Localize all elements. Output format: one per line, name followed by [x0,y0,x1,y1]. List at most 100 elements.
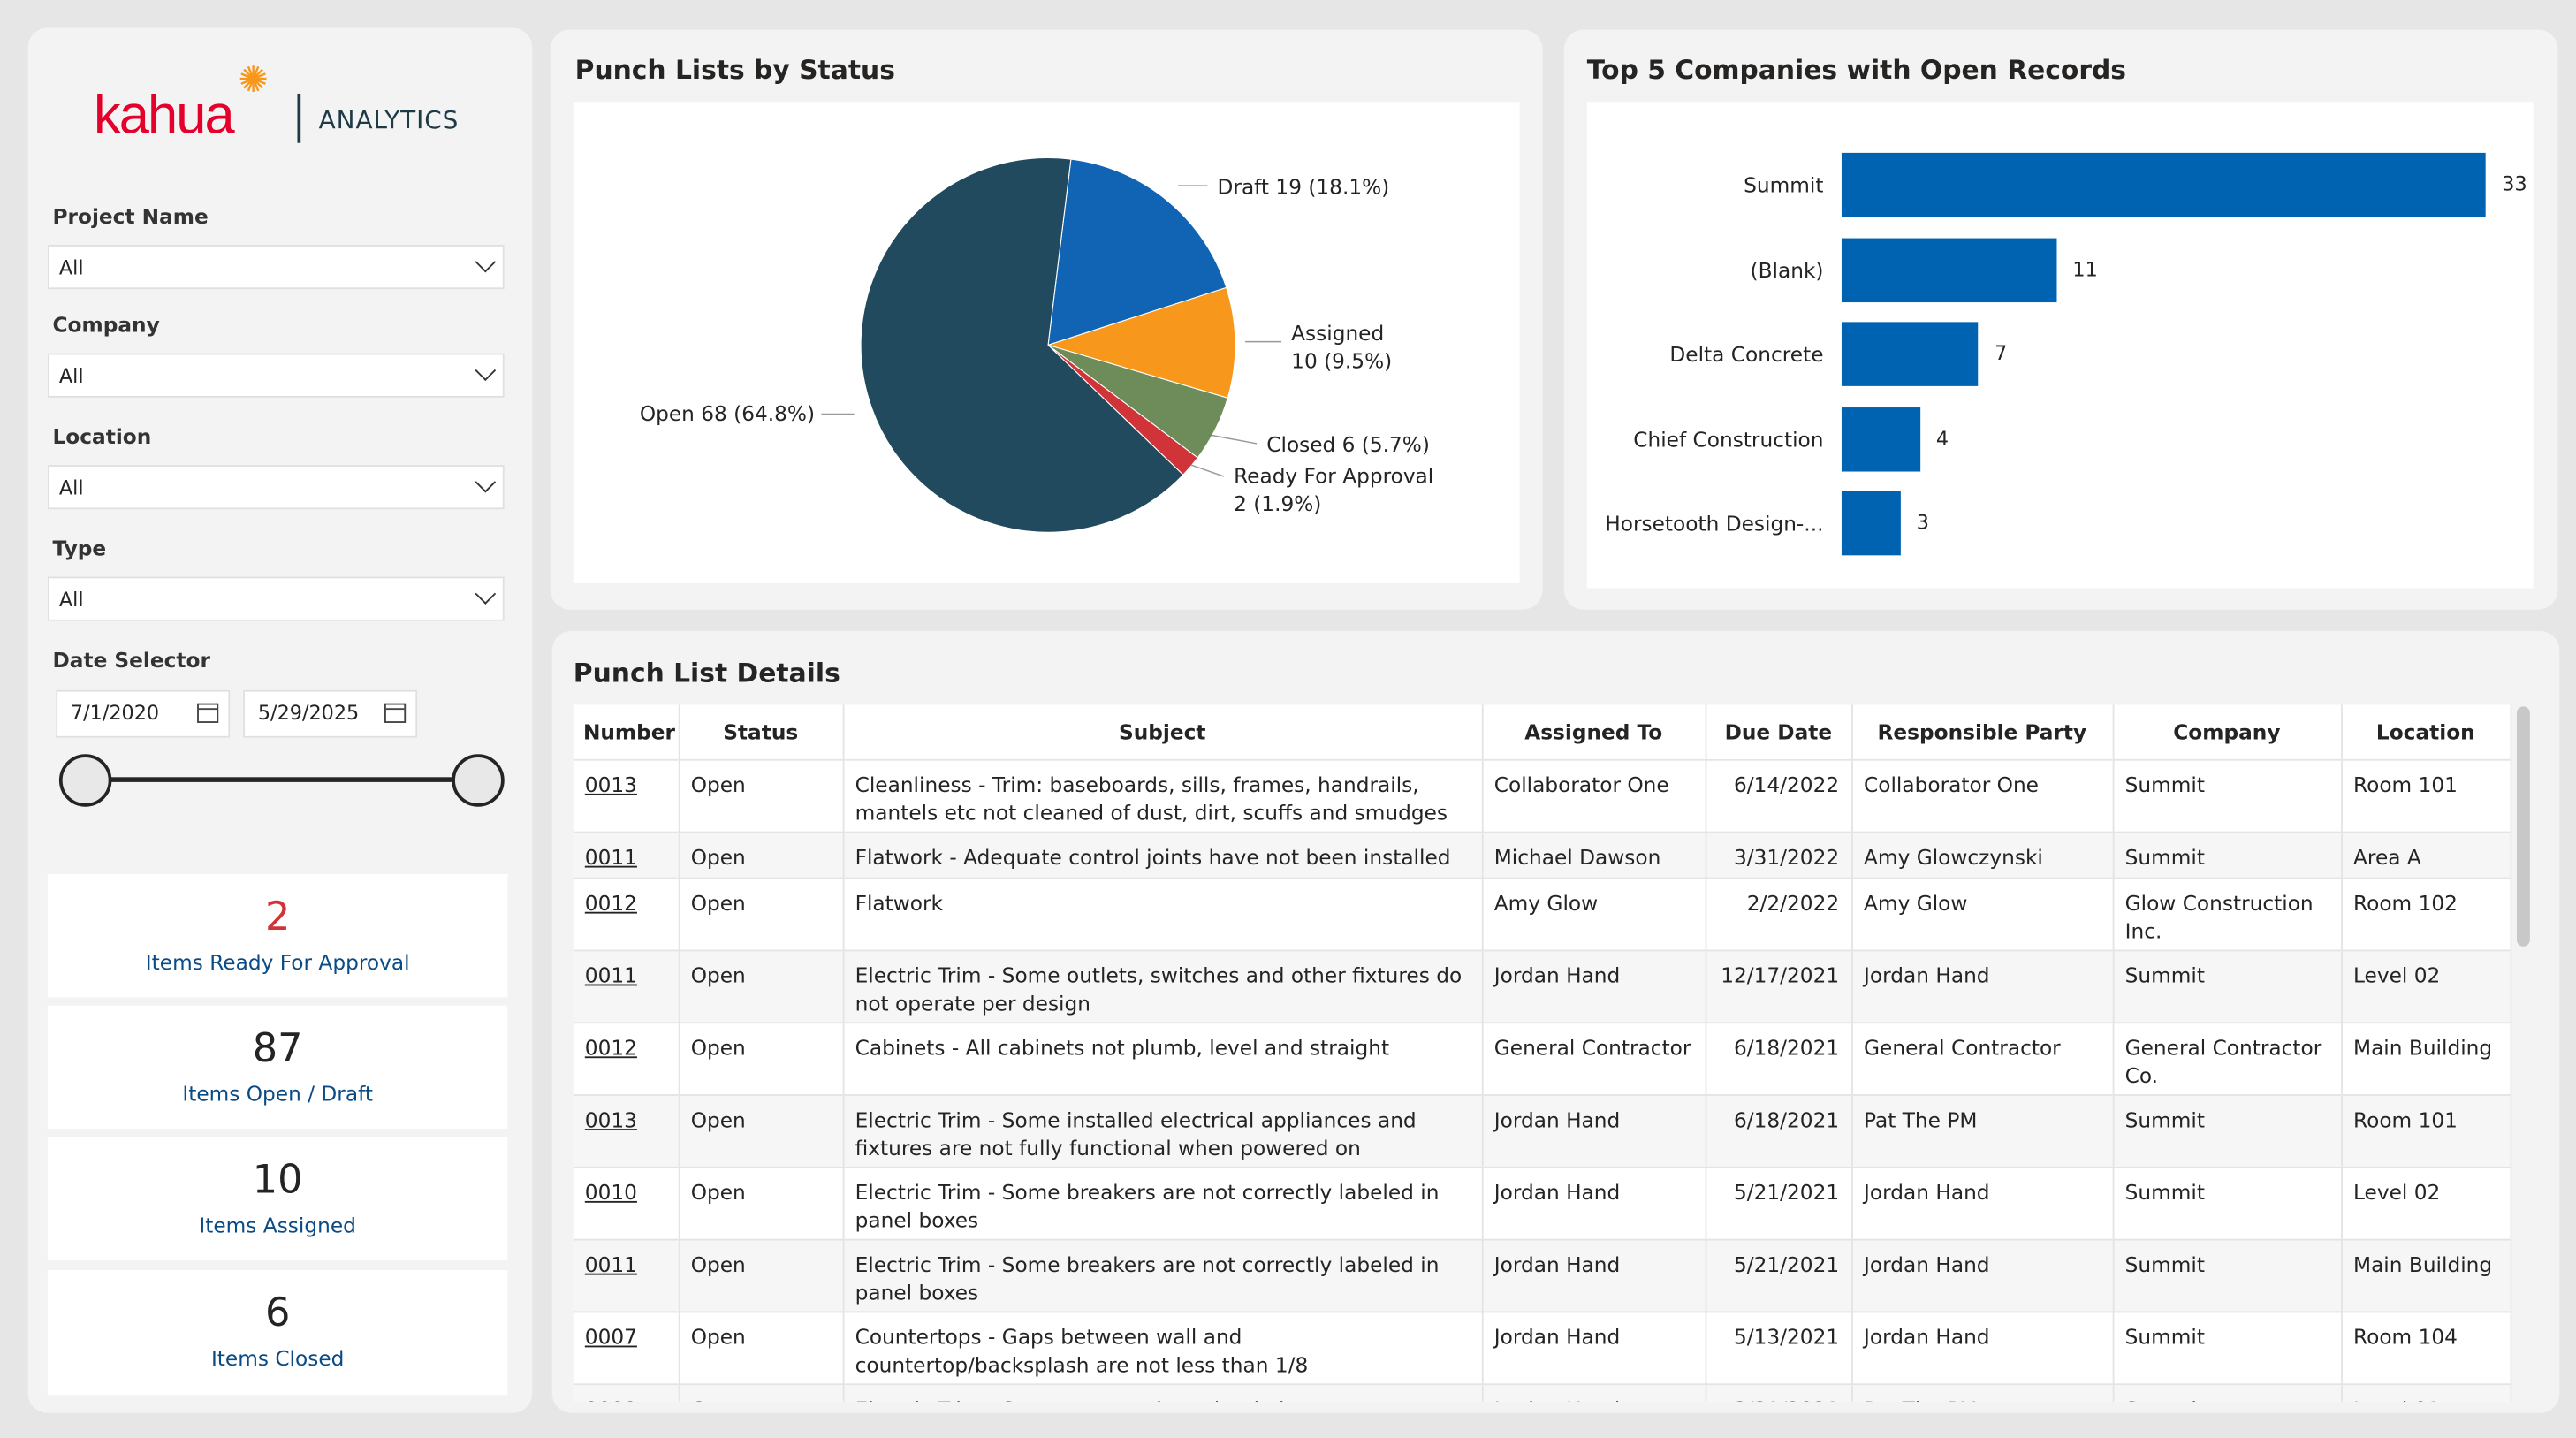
pie-slice-assigned[interactable] [1046,286,1236,399]
date-slider-end-handle[interactable] [452,754,505,807]
punch-number-link[interactable]: 0012 [584,890,637,916]
bar-category-label: Summit [1744,172,1824,198]
chevron-down-icon[interactable] [475,583,497,605]
bar[interactable] [1841,491,1901,556]
details-panel: Punch List Details Number Status Subject As… [551,630,2560,1413]
cell-number: 0011 [573,1239,680,1312]
company-value: All [58,364,84,388]
cell-text: Pat The PM [1864,1396,1977,1402]
cell-location: Level 02 [2341,1167,2511,1240]
cell-number: 0007 [573,1312,680,1385]
cell-status: Open [678,1312,844,1385]
cell-status: Open [678,759,844,833]
location-value: All [58,476,84,500]
cell-text: Cleanliness - Trim: baseboards, sills, f… [855,772,1448,826]
pie-slice-draft[interactable] [1047,158,1227,346]
punch-number-link[interactable]: 0009 [585,1396,637,1402]
column-header-status[interactable]: Status [678,704,844,760]
punch-number-link[interactable]: 0013 [584,772,637,797]
column-header-responsible-party[interactable]: Responsible Party [1851,704,2114,760]
cell-assigned-to: Jordan Hand [1481,1167,1706,1240]
cell-company: Summit [2112,1239,2343,1312]
cell-text: Room 101 [2353,1107,2458,1132]
end-date-input[interactable]: 5/29/2025 [243,689,418,738]
punch-number-link[interactable]: 0011 [584,1252,637,1277]
cell-assigned-to: Jordan Hand [1481,1095,1706,1168]
cell-status: Open [678,832,844,879]
table-row[interactable]: 0012 Open Flatwork Amy Glow 2/2/2022 Amy Glow… [573,878,2511,951]
cell-text: 5/13/2021 [1734,1324,1840,1350]
cell-text: Jordan Hand [1493,1179,1621,1205]
table-row[interactable]: 0007 Open Countertops - Gaps between wall … [573,1312,2511,1385]
column-header-location[interactable]: Location [2341,704,2511,760]
logo-divider [297,93,301,143]
pie-slice-open[interactable] [860,156,1184,533]
cell-text: Electric Trim - Some breakers are not co… [855,1252,1440,1305]
cell-responsible-party: Amy Glow [1851,878,2114,951]
cell-number: 0013 [573,1095,680,1168]
table-scrollbar[interactable] [2516,706,2530,947]
punch-number-link[interactable]: 0010 [584,1179,637,1205]
project-name-dropdown[interactable]: All [47,244,505,290]
bar[interactable] [1841,322,1979,386]
column-header-due-date[interactable]: Due Date [1705,704,1853,760]
cell-text: Open [690,844,746,870]
pie-data-label-value: 10 (9.5%) [1291,349,1392,373]
cell-text: 3/31/2021 [1734,1396,1839,1402]
cell-text: Summit [2124,1252,2205,1277]
cell-responsible-party: Jordan Hand [1851,1239,2114,1312]
cell-text: Jordan Hand [1864,962,1990,988]
type-dropdown[interactable]: All [47,576,505,621]
cell-text: Amy Glowczynski [1864,844,2043,870]
column-header-assigned-to[interactable]: Assigned To [1481,704,1706,760]
date-slider-track[interactable] [85,777,477,782]
table-row[interactable]: 0009 Open Electric Trim - Some receptacle … [573,1384,2511,1402]
date-slider-start-handle[interactable] [58,754,112,807]
punch-number-link[interactable]: 0011 [584,962,637,988]
cell-number: 0012 [573,1023,680,1096]
punch-number-link[interactable]: 0007 [584,1324,637,1350]
cell-text: Flatwork - Adequate control joints have … [855,844,1451,870]
table-row[interactable]: 0013 Open Cleanliness - Trim: baseboards, … [573,759,2511,833]
cell-text: Jordan Hand [1864,1252,1990,1277]
kpi-value: 87 [252,1025,303,1072]
calendar-icon[interactable] [384,703,407,723]
chevron-down-icon[interactable] [475,360,497,382]
cell-assigned-to: Collaborator One [1481,759,1706,833]
cell-text: Open [690,1035,746,1061]
punch-number-link[interactable]: 0011 [584,844,637,870]
cell-text: Jordan Hand [1494,1396,1621,1402]
bar[interactable] [1841,237,2056,302]
cell-text: 12/17/2021 [1721,962,1840,988]
chevron-down-icon[interactable] [475,471,497,493]
cell-status: Open [678,1167,844,1240]
cell-due-date: 3/31/2022 [1705,832,1853,879]
table-row[interactable]: 0011 Open Flatwork - Adequate control join… [573,832,2511,879]
cell-status: Open [678,950,844,1023]
pie-title: Punch Lists by Status [574,54,895,86]
bar[interactable] [1841,407,1920,471]
company-dropdown[interactable]: All [47,353,505,398]
punch-number-link[interactable]: 0012 [584,1035,637,1061]
table-row[interactable]: 0013 Open Electric Trim - Some installed e… [573,1095,2511,1168]
table-row[interactable]: 0012 Open Cabinets - All cabinets not plum… [573,1023,2511,1096]
cell-text: Cabinets - All cabinets not plumb, level… [855,1035,1390,1061]
column-header-subject[interactable]: Subject [842,704,1483,760]
cell-company: Summit [2112,1384,2343,1402]
start-date-input[interactable]: 7/1/2020 [56,689,231,738]
table-row[interactable]: 0011 Open Electric Trim - Some outlets, sw… [573,950,2511,1023]
column-header-number[interactable]: Number [573,704,680,760]
location-dropdown[interactable]: All [47,465,505,510]
cell-text: Main Building [2353,1252,2493,1277]
column-header-company[interactable]: Company [2112,704,2343,760]
calendar-icon[interactable] [197,703,219,723]
punch-number-link[interactable]: 0013 [584,1107,637,1132]
chevron-down-icon[interactable] [475,251,497,273]
cell-company: Summit [2112,950,2343,1023]
cell-text: Room 104 [2353,1324,2458,1350]
table-row[interactable]: 0011 Open Electric Trim - Some breakers ar… [573,1239,2511,1312]
table-row[interactable]: 0010 Open Electric Trim - Some breakers ar… [573,1167,2511,1240]
bar[interactable] [1841,152,2486,217]
type-label: Type [52,536,107,560]
cell-text: Countertops - Gaps between wall and coun… [855,1324,1309,1377]
